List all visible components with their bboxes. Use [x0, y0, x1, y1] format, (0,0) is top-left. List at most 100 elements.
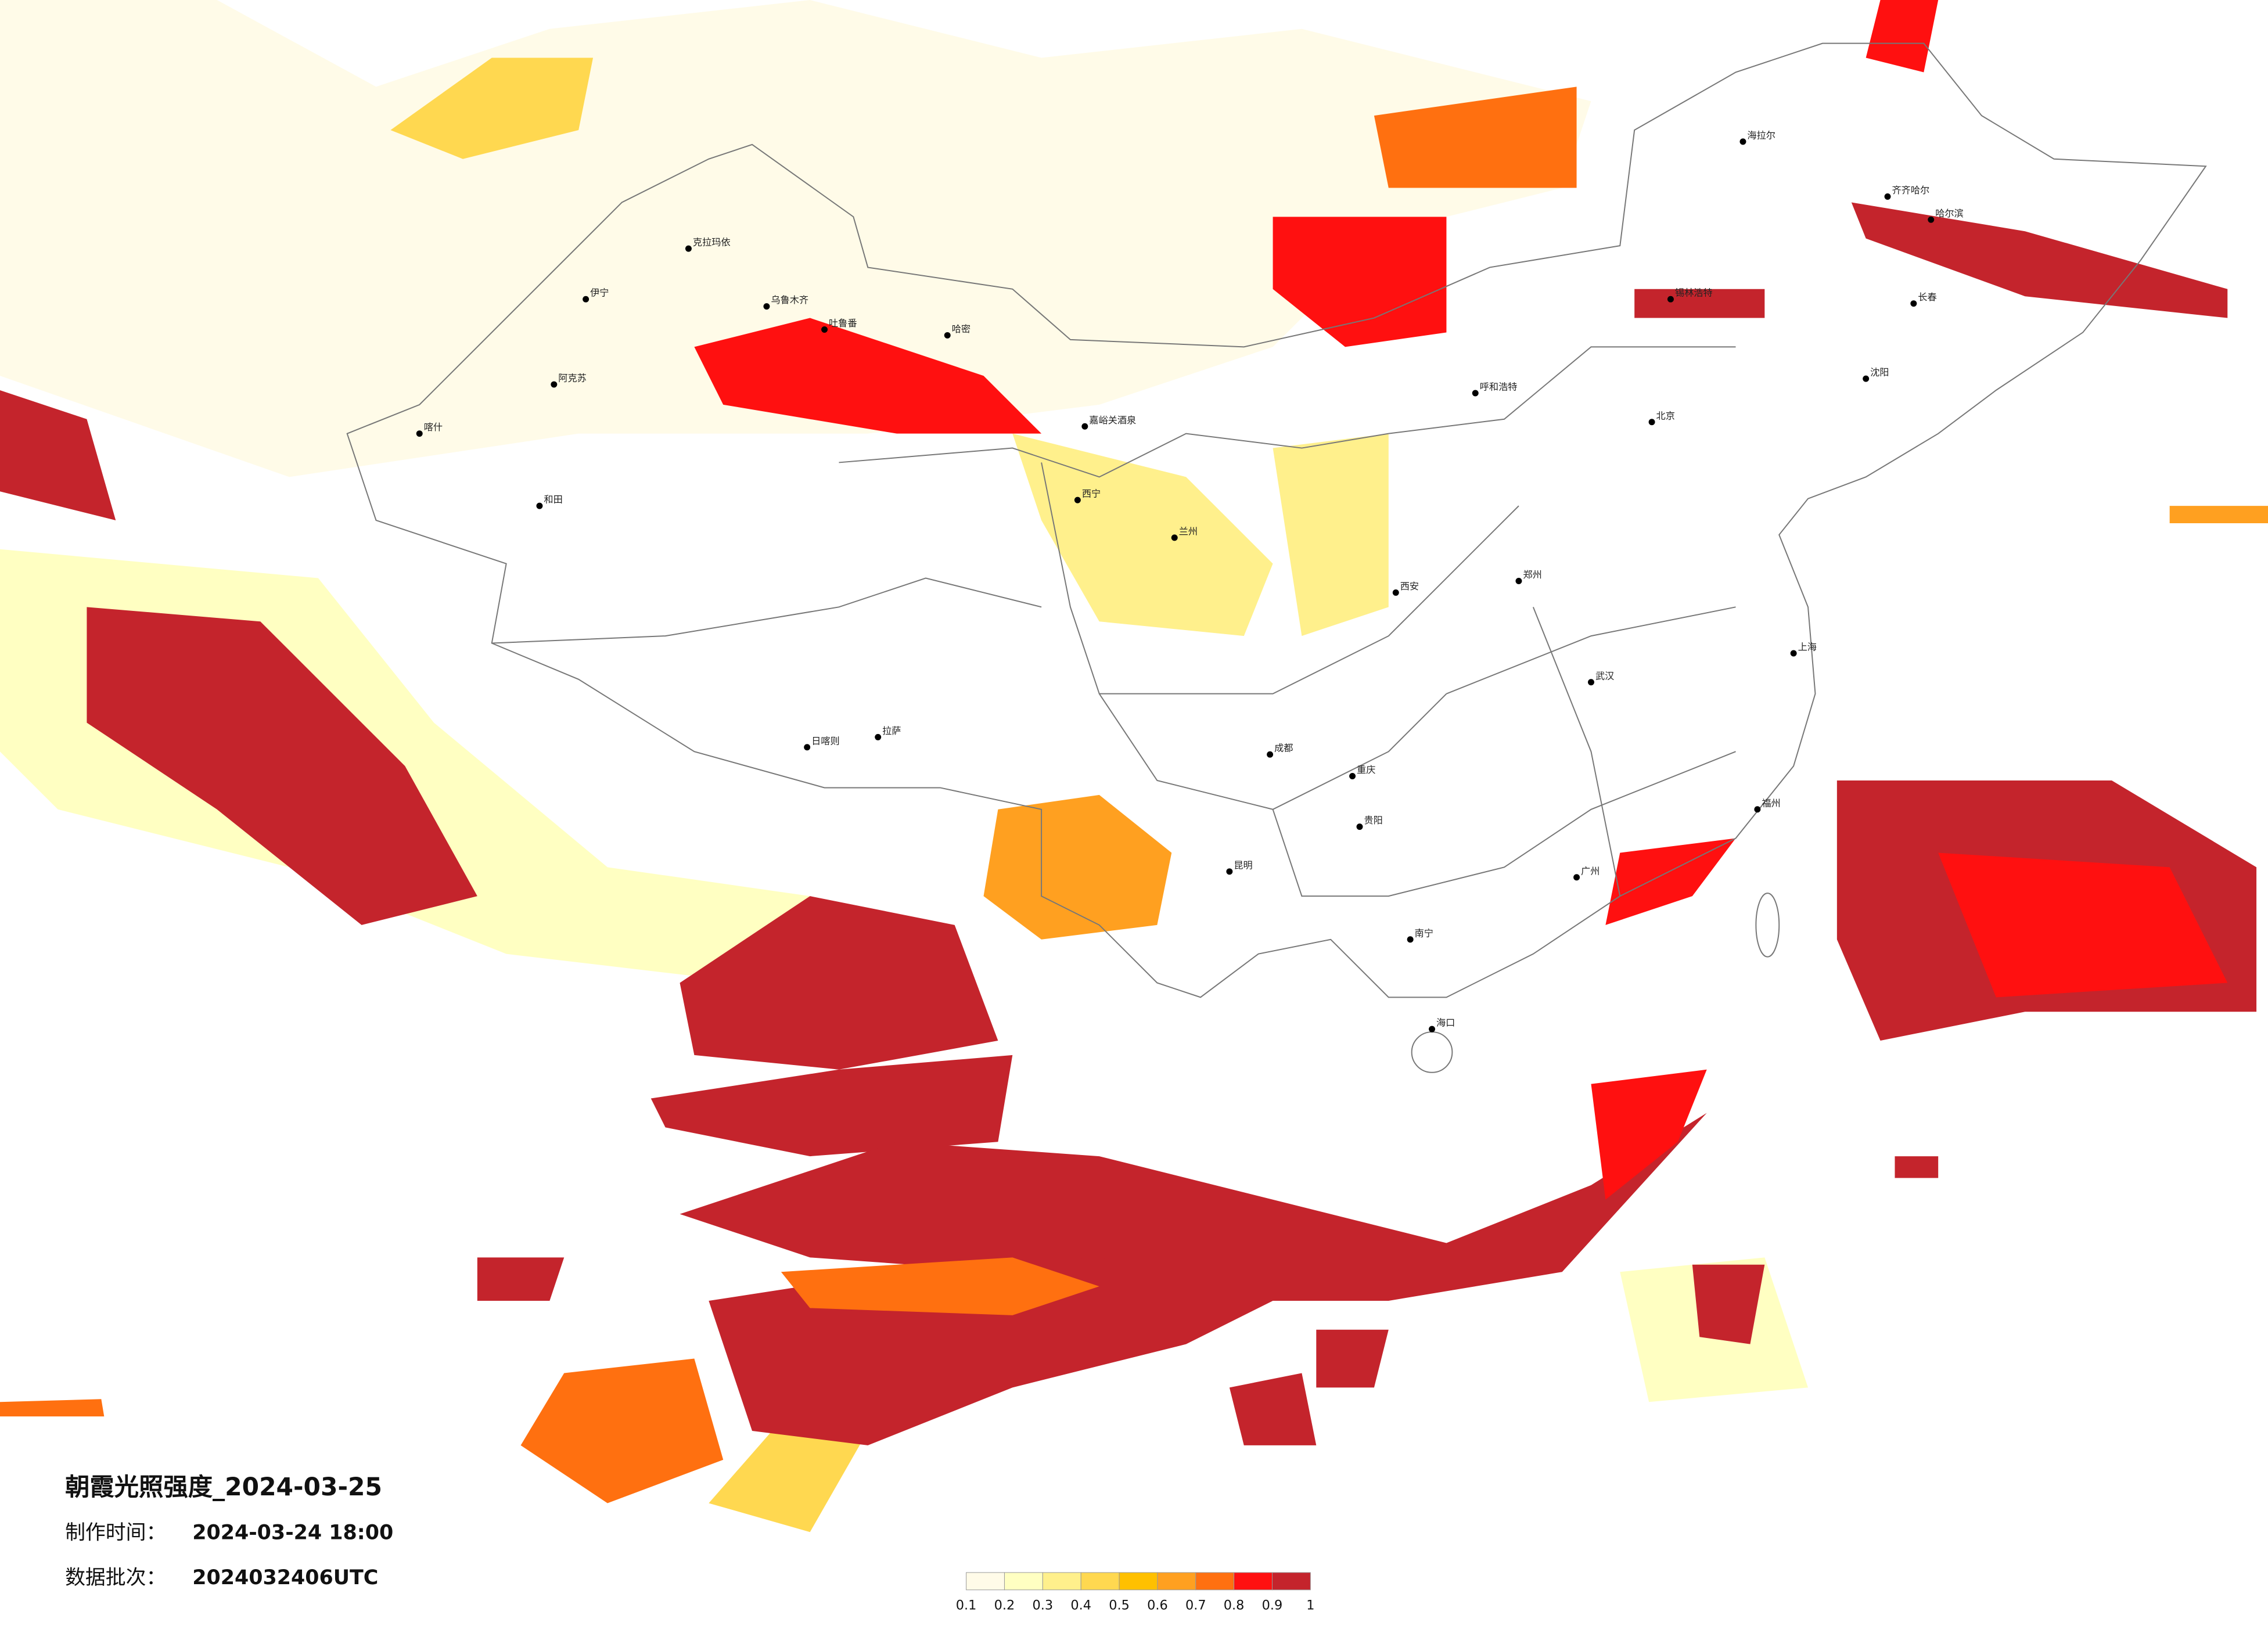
field-yellow	[1012, 433, 1273, 636]
city-dot	[763, 303, 770, 310]
city-label: 西安	[1400, 581, 1419, 592]
field-dark-red	[1895, 1156, 1939, 1178]
city-dot	[1267, 751, 1274, 758]
city-dot	[685, 245, 692, 252]
city-dot	[536, 502, 543, 509]
borders	[346, 42, 2207, 1073]
city-label: 日喀则	[811, 735, 840, 746]
field-dark-red	[87, 607, 477, 925]
colorbar-label: 0.7	[1185, 1598, 1206, 1613]
field-dark-red	[680, 896, 998, 1070]
city-dot	[1392, 589, 1399, 596]
city-label: 兰州	[1179, 526, 1198, 537]
colorbar-label: 0.6	[1147, 1598, 1168, 1613]
field-yellow	[1273, 433, 1389, 636]
colorbar-swatch	[966, 1572, 1005, 1591]
intensity-field	[0, 0, 2268, 1533]
field-red	[1938, 852, 2228, 998]
city-dot	[1910, 300, 1917, 307]
province-border	[491, 346, 1736, 897]
field-red	[1605, 838, 1736, 925]
field-orange	[983, 794, 1172, 940]
field-dark-red	[0, 390, 116, 520]
city-dot	[1472, 390, 1479, 397]
field-dark-red	[1634, 289, 1765, 318]
island-border	[1755, 893, 1780, 958]
city-dot	[1407, 936, 1414, 943]
city-label: 海口	[1436, 1017, 1455, 1028]
city-dot	[1171, 534, 1178, 541]
city-label: 重庆	[1357, 764, 1375, 775]
field-red	[1591, 1069, 1707, 1200]
city-dot	[1739, 138, 1746, 145]
city-dot	[875, 733, 882, 740]
city-label: 成都	[1274, 743, 1293, 754]
field-yellow	[390, 57, 594, 159]
city-dot	[1429, 1026, 1436, 1033]
field-dark-red	[680, 1113, 1707, 1301]
colorbar-swatch	[1042, 1572, 1081, 1591]
colorbar-swatch	[1195, 1572, 1235, 1591]
city-label: 广州	[1581, 865, 1600, 876]
colorbar-swatch	[1234, 1572, 1273, 1591]
field-dark-red	[1229, 1373, 1317, 1445]
city-dot	[1667, 296, 1674, 303]
city-label: 和田	[544, 494, 562, 505]
city-label: 福州	[1762, 797, 1780, 808]
field-dark-red	[1692, 1264, 1765, 1344]
field-orange	[0, 1399, 105, 1417]
city-dot	[1226, 868, 1233, 875]
city-label: 哈密	[952, 323, 971, 334]
city-dot	[551, 381, 558, 388]
city-dot	[583, 296, 590, 303]
city-dot	[1573, 874, 1580, 881]
map-title: 朝霞光照强度_2024-03-25	[65, 1473, 382, 1501]
colorbar-swatch	[1004, 1572, 1043, 1591]
city-label: 郑州	[1523, 569, 1541, 580]
city-label: 沈阳	[1870, 367, 1889, 378]
colorbar-label: 0.5	[1109, 1598, 1130, 1613]
city-label: 锡林浩特	[1675, 287, 1713, 298]
city-dot	[804, 744, 811, 751]
city-label: 南宁	[1415, 927, 1433, 938]
colorbar-label: 0.8	[1224, 1598, 1245, 1613]
city-label: 阿克苏	[558, 373, 587, 384]
colorbar-label: 0.3	[1033, 1598, 1054, 1613]
field-red	[694, 318, 1042, 434]
city-dot	[1081, 423, 1088, 430]
city-label: 伊宁	[590, 287, 609, 298]
colorbar-label: 0.1	[956, 1598, 977, 1613]
city-label: 嘉峪关酒泉	[1089, 415, 1136, 426]
city-dot	[1863, 375, 1870, 382]
city-label: 北京	[1656, 410, 1675, 421]
city-label: 武汉	[1595, 670, 1614, 681]
city-dot	[944, 332, 951, 339]
city-label: 呼和浩特	[1480, 382, 1518, 393]
city-label: 西宁	[1082, 488, 1101, 499]
city-dot	[1884, 193, 1891, 200]
city-dot	[1648, 419, 1655, 426]
city-dot	[1515, 578, 1522, 585]
country-border	[346, 42, 2207, 998]
colorbar-swatch	[1157, 1572, 1196, 1591]
field-dark-red	[1316, 1329, 1389, 1388]
city-label: 昆明	[1234, 859, 1252, 870]
batch: 2024032406UTC	[192, 1566, 378, 1589]
colorbar-label: 0.4	[1070, 1598, 1091, 1613]
city-label: 喀什	[424, 422, 443, 433]
field-red	[1866, 0, 1939, 73]
city-label: 哈尔滨	[1935, 208, 1964, 219]
city-label: 齐齐哈尔	[1892, 185, 1929, 196]
field-dark-red	[650, 1055, 1013, 1157]
colorbar-label: 0.2	[994, 1598, 1015, 1613]
city-label: 乌鲁木齐	[771, 294, 808, 305]
made-label: 制作时间：	[65, 1521, 166, 1545]
field-red	[1273, 217, 1447, 347]
city-dot	[1356, 823, 1363, 830]
city-dot	[821, 326, 828, 333]
city-dot	[1349, 773, 1356, 780]
colorbar-swatch	[1271, 1572, 1311, 1591]
